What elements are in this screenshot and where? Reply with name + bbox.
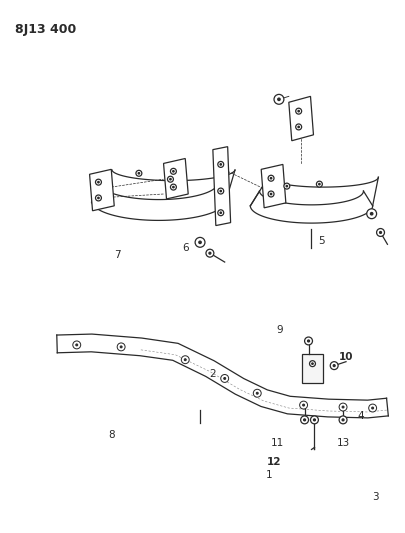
Circle shape — [341, 406, 343, 408]
Text: 9: 9 — [276, 325, 283, 335]
Text: 6: 6 — [181, 243, 188, 253]
Circle shape — [267, 175, 273, 181]
Circle shape — [299, 401, 307, 409]
Text: 11: 11 — [270, 438, 283, 448]
Circle shape — [167, 176, 173, 182]
Circle shape — [220, 190, 221, 192]
Text: 4: 4 — [357, 411, 363, 421]
Circle shape — [303, 419, 305, 421]
Polygon shape — [301, 354, 322, 383]
Circle shape — [98, 197, 99, 199]
Circle shape — [72, 341, 81, 349]
Text: 2: 2 — [209, 368, 215, 378]
Circle shape — [304, 337, 312, 345]
Circle shape — [95, 179, 101, 185]
Circle shape — [172, 187, 174, 188]
Text: 12: 12 — [266, 457, 281, 467]
Circle shape — [253, 389, 260, 397]
Circle shape — [95, 195, 101, 201]
Text: 8: 8 — [108, 430, 114, 440]
Circle shape — [315, 181, 322, 187]
Polygon shape — [288, 96, 313, 141]
Circle shape — [273, 94, 283, 104]
Circle shape — [338, 416, 346, 424]
Circle shape — [283, 183, 289, 189]
Circle shape — [209, 252, 210, 254]
Circle shape — [329, 362, 337, 369]
Polygon shape — [90, 169, 114, 211]
Circle shape — [333, 365, 335, 367]
Circle shape — [136, 171, 141, 176]
Polygon shape — [163, 158, 188, 199]
Circle shape — [371, 407, 373, 409]
Circle shape — [270, 193, 271, 195]
Circle shape — [270, 177, 271, 179]
Circle shape — [220, 212, 221, 214]
Text: 13: 13 — [336, 438, 349, 448]
Circle shape — [295, 108, 301, 114]
Circle shape — [368, 404, 376, 412]
Circle shape — [217, 161, 223, 167]
Circle shape — [295, 124, 301, 130]
Text: 3: 3 — [371, 492, 378, 502]
Circle shape — [138, 173, 139, 174]
Circle shape — [198, 241, 201, 244]
Circle shape — [366, 209, 376, 219]
Circle shape — [223, 377, 225, 379]
Circle shape — [217, 188, 223, 194]
Text: 7: 7 — [113, 250, 120, 260]
Circle shape — [369, 213, 372, 215]
Circle shape — [300, 416, 308, 424]
Text: 1: 1 — [265, 470, 272, 480]
Circle shape — [256, 392, 258, 394]
Polygon shape — [212, 147, 230, 225]
Polygon shape — [260, 164, 285, 208]
Circle shape — [181, 356, 189, 364]
Circle shape — [220, 375, 228, 382]
Text: 8J13 400: 8J13 400 — [15, 23, 76, 36]
Circle shape — [220, 164, 221, 165]
Circle shape — [338, 403, 346, 411]
Circle shape — [170, 184, 176, 190]
Circle shape — [379, 231, 381, 233]
Circle shape — [313, 419, 315, 421]
Circle shape — [376, 229, 384, 237]
Circle shape — [117, 343, 125, 351]
Circle shape — [277, 98, 279, 101]
Text: 5: 5 — [317, 236, 324, 246]
Circle shape — [297, 126, 298, 128]
Circle shape — [310, 416, 318, 424]
Circle shape — [217, 210, 223, 216]
Circle shape — [172, 171, 174, 172]
Circle shape — [195, 237, 205, 247]
Circle shape — [267, 191, 273, 197]
Circle shape — [286, 185, 287, 187]
Circle shape — [318, 183, 319, 185]
Circle shape — [302, 404, 304, 406]
Circle shape — [341, 419, 343, 421]
Circle shape — [311, 363, 312, 365]
Circle shape — [120, 346, 122, 348]
Circle shape — [297, 110, 298, 112]
Circle shape — [184, 359, 186, 361]
Circle shape — [76, 344, 77, 346]
Circle shape — [169, 179, 171, 180]
Circle shape — [98, 181, 99, 183]
Circle shape — [307, 340, 309, 342]
Circle shape — [170, 168, 176, 174]
Text: 10: 10 — [338, 352, 352, 362]
Circle shape — [205, 249, 213, 257]
Circle shape — [309, 361, 315, 367]
